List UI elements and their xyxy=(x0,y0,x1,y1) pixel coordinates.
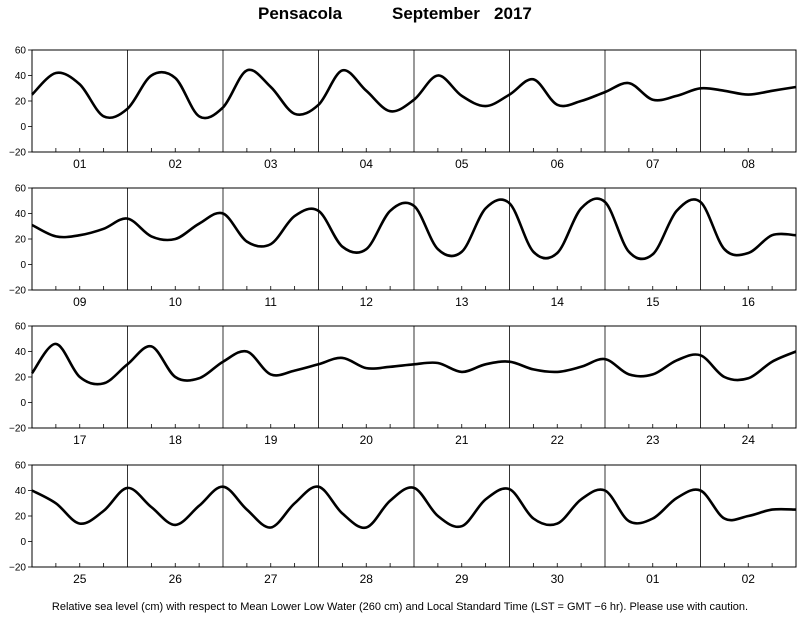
y-tick-label: 60 xyxy=(15,461,27,472)
sea-level-line xyxy=(31,197,797,261)
chart-caption: Relative sea level (cm) with respect to … xyxy=(51,601,749,613)
title-period: September 2017 xyxy=(392,4,532,23)
day-label: 18 xyxy=(169,433,183,447)
day-label: 20 xyxy=(360,433,374,447)
day-label: 10 xyxy=(169,295,183,309)
day-label: 22 xyxy=(551,433,565,447)
day-label: 29 xyxy=(455,572,469,586)
y-tick-label: 40 xyxy=(15,71,27,82)
y-tick-label: 0 xyxy=(20,537,26,548)
day-label: 05 xyxy=(455,157,469,171)
y-tick-label: 40 xyxy=(15,209,27,220)
panel-4: −20 0 20 40 60 25 26 27 28 29 30 01 02 xyxy=(9,461,797,586)
day-label: 16 xyxy=(742,295,756,309)
day-label: 06 xyxy=(551,157,565,171)
y-tick-label: 60 xyxy=(15,184,27,195)
day-label: 07 xyxy=(646,157,660,171)
day-label: 23 xyxy=(646,433,660,447)
day-label: 14 xyxy=(551,295,565,309)
y-tick-label: 60 xyxy=(15,46,27,57)
day-label: 15 xyxy=(646,295,660,309)
day-label: 27 xyxy=(264,572,278,586)
day-label: 30 xyxy=(551,572,565,586)
y-tick-label: −20 xyxy=(9,286,26,297)
day-label: 24 xyxy=(742,433,756,447)
day-label: 04 xyxy=(360,157,374,171)
y-tick-label: 60 xyxy=(15,322,27,333)
y-tick-label: 0 xyxy=(20,398,26,409)
panel-3: −20 0 20 40 60 17 18 19 20 21 22 23 24 xyxy=(9,322,797,447)
y-tick-label: 20 xyxy=(15,373,27,384)
day-label: 02 xyxy=(169,157,183,171)
day-label: 02 xyxy=(742,572,756,586)
day-label: 09 xyxy=(73,295,87,309)
day-label: 26 xyxy=(169,572,183,586)
day-label: 01 xyxy=(73,157,87,171)
panel-2: −20 0 20 40 60 09 10 11 12 13 14 15 16 xyxy=(9,184,797,309)
y-tick-label: 20 xyxy=(15,512,27,523)
y-tick-label: 0 xyxy=(20,122,26,133)
day-label: 12 xyxy=(360,295,374,309)
y-tick-label: 40 xyxy=(15,347,27,358)
day-label: 13 xyxy=(455,295,469,309)
day-label: 28 xyxy=(360,572,374,586)
title-station: Pensacola xyxy=(258,4,343,23)
day-label: 21 xyxy=(455,433,469,447)
y-tick-label: −20 xyxy=(9,563,26,574)
day-label: 17 xyxy=(73,433,87,447)
day-label: 01 xyxy=(646,572,660,586)
day-label: 25 xyxy=(73,572,87,586)
y-tick-label: 40 xyxy=(15,486,27,497)
sea-level-line xyxy=(30,342,797,386)
day-label: 19 xyxy=(264,433,278,447)
day-label: 11 xyxy=(265,295,278,309)
y-tick-label: 20 xyxy=(15,235,27,246)
y-tick-label: −20 xyxy=(9,424,26,435)
day-label: 03 xyxy=(264,157,278,171)
day-label: 08 xyxy=(742,157,756,171)
chart-title: Pensacola September 2017 xyxy=(0,4,800,28)
y-tick-label: 0 xyxy=(20,260,26,271)
sea-level-line xyxy=(31,68,797,120)
sea-level-line xyxy=(31,485,797,530)
panel-1: −20 0 20 40 60 01 02 03 04 05 06 07 08 xyxy=(9,46,797,171)
y-tick-label: −20 xyxy=(9,148,26,159)
y-tick-label: 20 xyxy=(15,97,27,108)
